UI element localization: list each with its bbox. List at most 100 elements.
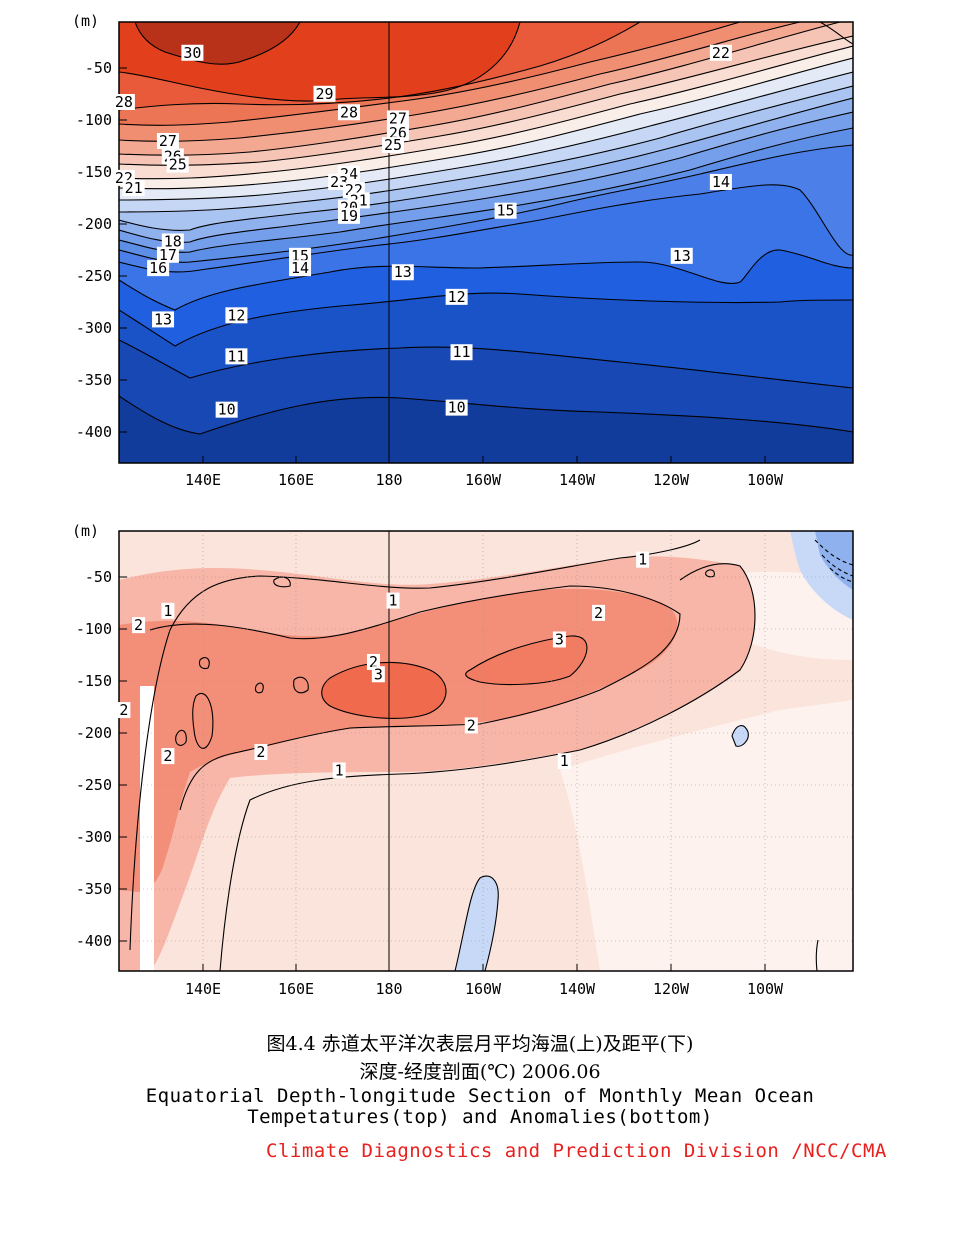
contour-label: 13	[154, 310, 172, 328]
contour-label-bg	[161, 233, 184, 250]
contour-label-bg	[386, 592, 400, 609]
contour-label-bg	[552, 631, 566, 648]
isotherm-11	[119, 339, 853, 389]
contour-label-bg	[445, 288, 468, 305]
bottom-xtick-label: 100W	[747, 980, 784, 998]
contour-label: 11	[453, 343, 471, 361]
anom-contour-2-small	[192, 693, 214, 749]
contour-label: 2	[369, 653, 378, 671]
bottom-ytick-label: -250	[76, 776, 112, 794]
contour-label: 22	[712, 44, 730, 62]
contour-label: 13	[394, 263, 412, 281]
anom-band-pos3	[321, 662, 447, 719]
anom-contour-neg1	[731, 725, 749, 747]
bottom-ytick-label: -100	[76, 620, 112, 638]
contour-label-bg	[132, 617, 146, 634]
bottom-ytick-label: -300	[76, 828, 112, 846]
contour-label-bg	[386, 124, 409, 141]
contour-label: 11	[227, 347, 245, 365]
anom-contour-3-small	[254, 682, 264, 694]
contour-label-bg	[557, 753, 571, 770]
top-xtick-label: 160E	[278, 471, 314, 489]
contour-label-bg	[122, 180, 145, 197]
contour-label: 2	[163, 747, 172, 765]
credit-line: Climate Diagnostics and Prediction Divis…	[266, 1140, 887, 1162]
contour-label-bg	[225, 307, 248, 324]
bottom-frame	[118, 530, 854, 972]
top-xtick-label: 100W	[747, 471, 784, 489]
top-xtick-label: 160W	[465, 471, 502, 489]
top-ytick-label: -300	[76, 319, 112, 337]
isotherm-21	[119, 57, 853, 190]
contour-label-bg	[391, 264, 414, 281]
contour-label: 2	[594, 604, 603, 622]
anom-contour-neg1	[454, 875, 499, 971]
bottom-x-axis	[202, 964, 766, 971]
contour-label: 19	[340, 207, 358, 225]
contour-label: 10	[218, 401, 236, 419]
contour-label: 25	[384, 136, 402, 154]
anom-band-pos3	[465, 635, 587, 685]
contour-label-bg	[371, 666, 385, 683]
top-ytick-label: -400	[76, 423, 112, 441]
contour-label-bg	[382, 137, 405, 154]
bottom-ytick-label: -350	[76, 880, 112, 898]
bottom-ytick-label: -50	[85, 568, 112, 586]
contour-label: 1	[638, 551, 647, 569]
contour-label: 25	[169, 156, 187, 174]
anom-contour-3	[321, 661, 447, 719]
bottom-xtick-label: 160W	[465, 980, 502, 998]
contour-label-bg	[709, 44, 732, 61]
bottom-y-axis	[119, 576, 127, 942]
top-contour-labels: 3029282827262527262522212423222120192214…	[112, 44, 732, 419]
contour-label: 17	[159, 246, 177, 264]
contour-label-bg	[225, 348, 248, 365]
contour-label: 16	[149, 259, 167, 277]
contour-label-bg	[161, 602, 175, 619]
contour-label: 15	[497, 202, 515, 220]
anom-contour-neg-dashed	[821, 554, 853, 577]
top-y-unit: (m)	[72, 12, 99, 30]
contour-label-bg	[215, 401, 238, 418]
isotherm-25	[119, 22, 801, 142]
contour-label: 10	[448, 399, 466, 417]
top-x-axis	[202, 456, 766, 463]
contour-label-bg	[636, 551, 650, 568]
contour-label-bg	[709, 173, 732, 190]
contour-label: 29	[315, 85, 333, 103]
isotherm-13	[119, 249, 853, 311]
contour-label-bg	[147, 260, 170, 277]
anom-contour-3	[465, 635, 588, 686]
isotherm-23	[119, 35, 853, 166]
isotherm-15	[119, 144, 853, 263]
contour-label: 2	[256, 743, 265, 761]
top-ytick-label: -350	[76, 371, 112, 389]
top-frame	[118, 21, 854, 464]
contour-label-bg	[289, 247, 312, 264]
contour-label-bg	[445, 399, 468, 416]
isotherm-17	[119, 111, 853, 243]
isotherm-22	[119, 45, 853, 180]
contour-label-bg	[156, 132, 179, 149]
anom-band-neg2	[815, 531, 853, 590]
anom-contour-1-small	[273, 576, 291, 588]
isotherm-27	[119, 22, 641, 111]
anom-contour-1	[219, 563, 756, 971]
contour-label-bg	[152, 311, 175, 328]
contour-label-bg	[254, 744, 268, 761]
anom-band-neg1	[455, 876, 499, 971]
isotherm-10	[119, 395, 853, 435]
anom-zero-region	[560, 700, 853, 971]
isotherm-14	[119, 184, 853, 273]
contour-label-bg	[337, 207, 360, 224]
anom-contour-neg-dashed	[829, 567, 853, 583]
anom-contour-3-small	[198, 657, 210, 670]
caption-en-line1: Equatorial Depth-longitude Section of Mo…	[145, 1085, 815, 1107]
contour-label-bg	[117, 702, 131, 719]
anom-contour-1-small	[705, 569, 715, 578]
top-ytick-label: -100	[76, 111, 112, 129]
contour-label: 2	[134, 616, 143, 634]
contour-label: 12	[448, 288, 466, 306]
contour-label-bg	[332, 762, 346, 779]
